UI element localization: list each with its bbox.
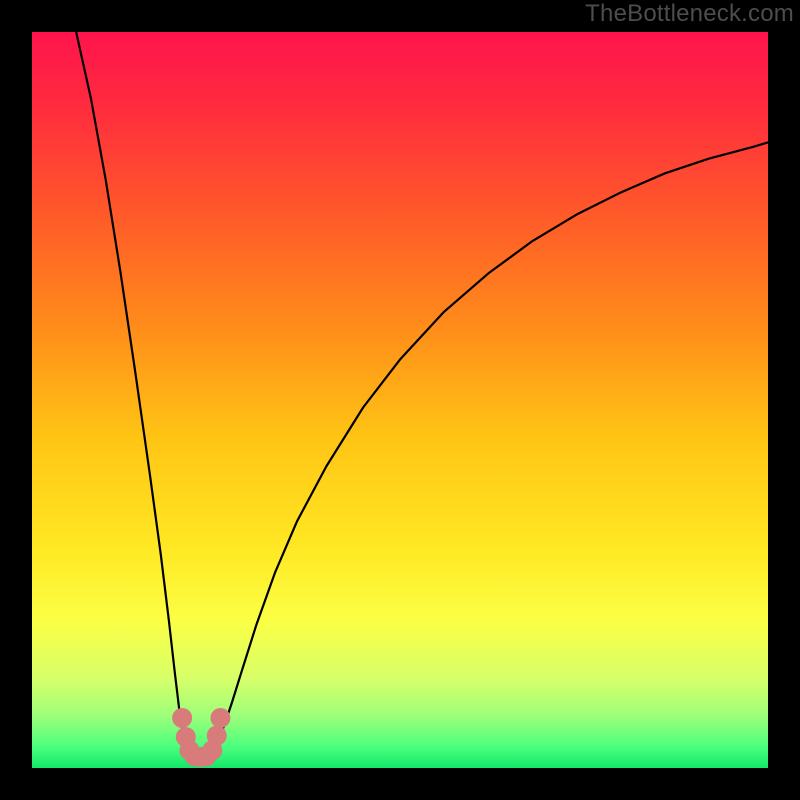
marker-dot (207, 726, 227, 746)
marker-dot (210, 708, 230, 728)
watermark-text: TheBottleneck.com (585, 0, 794, 28)
bottleneck-chart (32, 32, 768, 768)
chart-frame: TheBottleneck.com (0, 0, 800, 800)
marker-dot (172, 708, 192, 728)
